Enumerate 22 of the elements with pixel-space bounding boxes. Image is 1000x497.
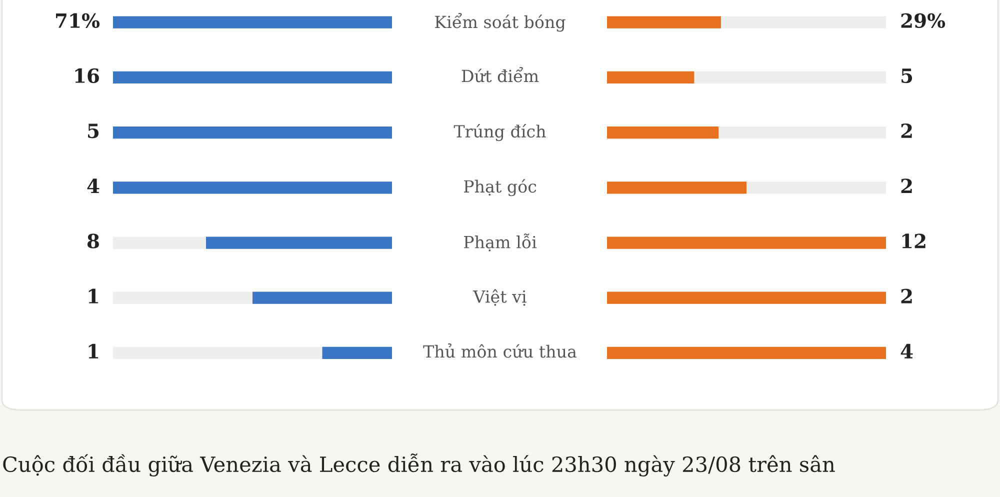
data-label: 5 — [902, 68, 912, 84]
data-label: 4 — [87, 178, 100, 194]
data-label: 16 — [75, 68, 99, 84]
category-label: Thủ môn cứu thua — [423, 343, 577, 358]
data-label: 2 — [901, 178, 912, 194]
data-label: 1 — [88, 344, 98, 358]
data-label: 71% — [56, 13, 100, 28]
data-label: 2 — [901, 288, 912, 304]
category-label: Phạt góc — [464, 179, 536, 196]
data-label: 1 — [88, 288, 98, 304]
data-label: 4 — [900, 344, 913, 358]
data-label: 2 — [901, 123, 912, 138]
category-label: Dứt điểm — [462, 67, 539, 82]
data-label: 8 — [87, 234, 99, 248]
data-label: 5 — [88, 124, 99, 138]
category-label: Trúng đích — [454, 124, 546, 142]
data-label: 12 — [902, 234, 926, 248]
category-label: Phạm lỗi — [464, 234, 537, 252]
category-label: Việt vị — [472, 289, 526, 306]
text: Cuộc đối đầu giữa Venezia và Lecce diễn ra vào lúc 23h30 ngày 23/08 trên sân — [3, 454, 835, 476]
data-label: 29% — [901, 13, 946, 28]
category-label: Kiểm soát bóng — [435, 12, 566, 32]
